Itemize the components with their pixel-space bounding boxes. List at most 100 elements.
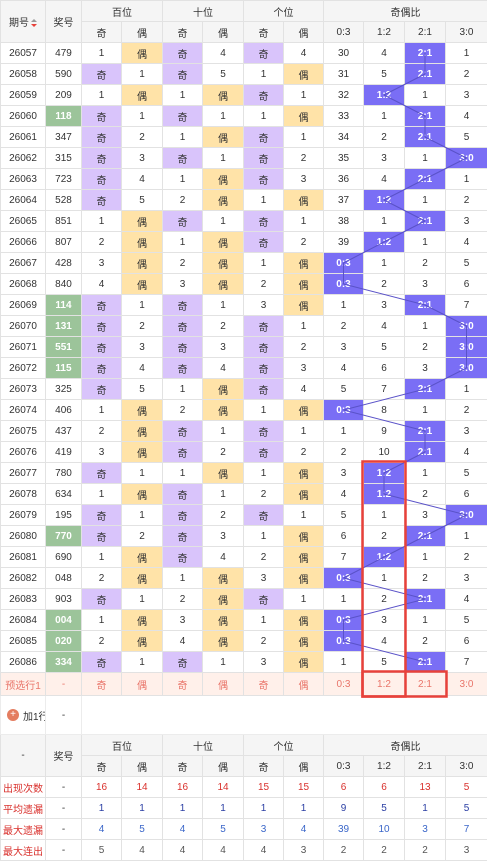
tens-odd-cell: 3 [163,610,203,631]
predict-cell[interactable]: 偶 [284,673,324,696]
ratio-cell: 3 [405,274,446,295]
ratio-cell: 2 [364,589,405,610]
number-cell: 690 [46,547,82,568]
footer-sub-header: 2:1 [405,756,446,777]
ratio-cell: 1:2 [364,463,405,484]
ones-even-cell: 偶 [284,526,324,547]
hundreds-even-cell: 偶 [122,568,163,589]
ratio-cell: 3 [446,421,487,442]
stats-value: 5 [364,798,405,819]
hundreds-even-cell: 5 [122,379,163,400]
ratio-cell: 1 [324,652,364,673]
ratio-cell: 2 [446,64,487,85]
tens-even-cell: 2 [203,505,244,526]
predict-label: 预选行1 [1,673,46,696]
footer-sub-header: 0:3 [324,756,364,777]
tens-odd-cell: 奇 [163,43,203,64]
issue-header[interactable]: 期号 [1,1,46,43]
ratio-cell: 4 [446,106,487,127]
stats-number: - [46,798,82,819]
footer-sub-header: 奇 [163,756,203,777]
ratio-cell: 2 [364,127,405,148]
stats-number: - [46,819,82,840]
predict-cell[interactable]: 奇 [163,673,203,696]
hundreds-odd-cell: 奇 [82,652,122,673]
hundreds-header: 百位 [82,1,163,22]
number-cell: 723 [46,169,82,190]
stats-value: 14 [122,777,163,798]
stats-value: 15 [244,777,284,798]
hundreds-odd-cell: 奇 [82,505,122,526]
ratio-cell: 1 [324,295,364,316]
ratio-cell: 1 [405,232,446,253]
footer-sub-header: 偶 [203,756,244,777]
tens-odd-cell: 奇 [163,64,203,85]
ratio-cell: 1 [405,463,446,484]
ones-even-cell: 偶 [284,652,324,673]
tens-odd-cell: 2 [163,400,203,421]
predict-cell[interactable]: 奇 [82,673,122,696]
stats-label: 平均遗漏 [1,798,46,819]
predict-cell[interactable]: 偶 [203,673,244,696]
tens-even-cell: 偶 [203,190,244,211]
tens-odd-cell: 奇 [163,358,203,379]
hundreds-even-cell: 偶 [122,484,163,505]
hundreds-odd-cell: 1 [82,547,122,568]
ones-even-cell: 1 [284,211,324,232]
predict-number: - [46,673,82,696]
ratio-cell: 5 [364,337,405,358]
ratio-cell: 2:1 [405,106,446,127]
ratio-cell: 1 [405,85,446,106]
tens-odd-cell: 奇 [163,316,203,337]
ratio-cell: 1 [364,106,405,127]
predict-cell[interactable]: 0:3 [324,673,364,696]
hundreds-odd-cell: 奇 [82,463,122,484]
stats-value: 3 [244,819,284,840]
add-row-button[interactable]: +加1行 [7,708,46,723]
tens-odd-cell: 奇 [163,421,203,442]
ones-even-cell: 4 [284,43,324,64]
ones-odd-cell: 2 [244,631,284,652]
ratio-cell: 2 [446,400,487,421]
issue-cell: 26065 [1,211,46,232]
footer-number-header: 奖号 [46,735,82,777]
predict-cell[interactable]: 2:1 [405,673,446,696]
ratio-cell: 1 [405,316,446,337]
sort-icon[interactable] [31,19,37,27]
stats-value: 4 [163,840,203,861]
ratio-cell: 3:0 [446,358,487,379]
stats-value: 4 [82,819,122,840]
number-cell: 840 [46,274,82,295]
ratio-cell: 0:3 [324,610,364,631]
hundreds-odd-cell: 奇 [82,127,122,148]
ratio-cell: 6 [364,358,405,379]
tens-odd-cell: 3 [163,274,203,295]
predict-cell[interactable]: 3:0 [446,673,487,696]
predict-cell[interactable]: 1:2 [364,673,405,696]
ratio-cell: 2 [405,568,446,589]
tens-even-cell: 2 [203,316,244,337]
footer-sub-header: 1:2 [364,756,405,777]
predict-cell[interactable]: 偶 [122,673,163,696]
tens-odd-cell: 奇 [163,295,203,316]
ratio-cell: 5 [446,253,487,274]
ones-even-cell: 偶 [284,400,324,421]
stats-value: 13 [405,777,446,798]
stats-value: 16 [163,777,203,798]
ratio-cell: 3 [446,211,487,232]
hundreds-even-cell: 1 [122,106,163,127]
hundreds-odd-cell: 1 [82,85,122,106]
predict-cell[interactable]: 奇 [244,673,284,696]
issue-cell: 26082 [1,568,46,589]
issue-cell: 26061 [1,127,46,148]
hundreds-odd-cell: 2 [82,631,122,652]
ratio-cell: 3 [364,295,405,316]
